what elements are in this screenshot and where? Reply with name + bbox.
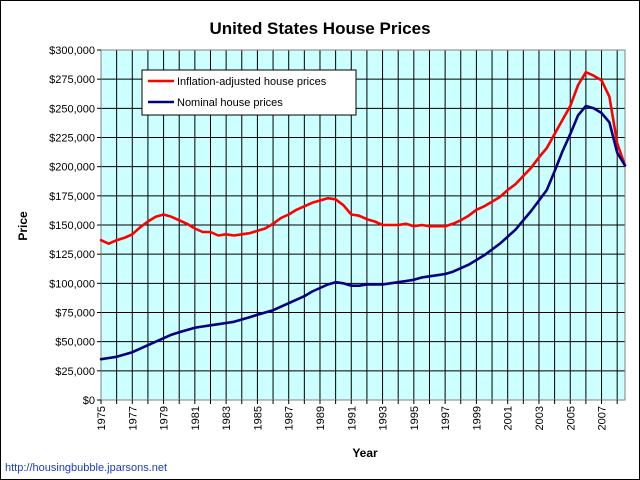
legend-label-inflation: Inflation-adjusted house prices [177,76,327,88]
y-tick-label: $0 [83,395,95,407]
y-tick-label: $50,000 [55,337,95,349]
y-tick-label: $150,000 [49,220,95,232]
y-tick-label: $250,000 [49,103,95,115]
x-tick-label: 1987 [284,406,296,430]
y-tick-label: $25,000 [55,366,95,378]
y-tick-label: $175,000 [49,191,95,203]
y-axis-title: Price [16,211,30,241]
x-tick-label: 1985 [252,406,264,430]
x-tick-label: 1977 [127,406,139,430]
x-tick-label: 2005 [565,406,577,430]
legend-box [141,69,357,116]
legend-label-nominal: Nominal house prices [177,97,283,109]
y-tick-label: $275,000 [49,74,95,86]
x-tick-label: 2007 [597,406,609,430]
x-tick-label: 2003 [534,406,546,430]
x-axis-title: Year [352,446,378,460]
x-tick-label: 1991 [346,406,358,430]
y-tick-label: $300,000 [49,45,95,57]
x-tick-label: 1999 [471,406,483,430]
y-tick-label: $200,000 [49,162,95,174]
series-lines [99,70,627,361]
y-tick-label: $225,000 [49,133,95,145]
x-tick-label: 1981 [190,406,202,430]
y-tick-label: $100,000 [49,278,95,290]
x-tick-label: 1975 [96,406,108,430]
x-tick-label: 1989 [315,406,327,430]
x-axis: 1975 1977 1979 1981 1983 1985 1987 1989 1991 1993… [96,400,618,430]
source-url: http://housingbubble.jparsons.net [5,462,167,474]
x-tick-label: 1995 [409,406,421,430]
y-tick-label: $75,000 [55,308,95,320]
y-tick-label: $125,000 [49,249,95,261]
x-tick-label: 1983 [221,406,233,430]
x-tick-label: 1979 [159,406,171,430]
legend: Inflation-adjusted house prices Nominal … [141,69,357,116]
x-tick-label: 2001 [503,406,515,430]
series-line-inflation-adjusted [99,70,627,245]
y-axis: $0 $25,000 $50,000 $75,000 $100,000 $125,000 $… [49,45,101,407]
series-line-nominal [99,104,627,361]
x-tick-label: 1997 [440,406,452,430]
chart-title: United States House Prices [209,19,430,38]
x-tick-label: 1993 [378,406,390,430]
